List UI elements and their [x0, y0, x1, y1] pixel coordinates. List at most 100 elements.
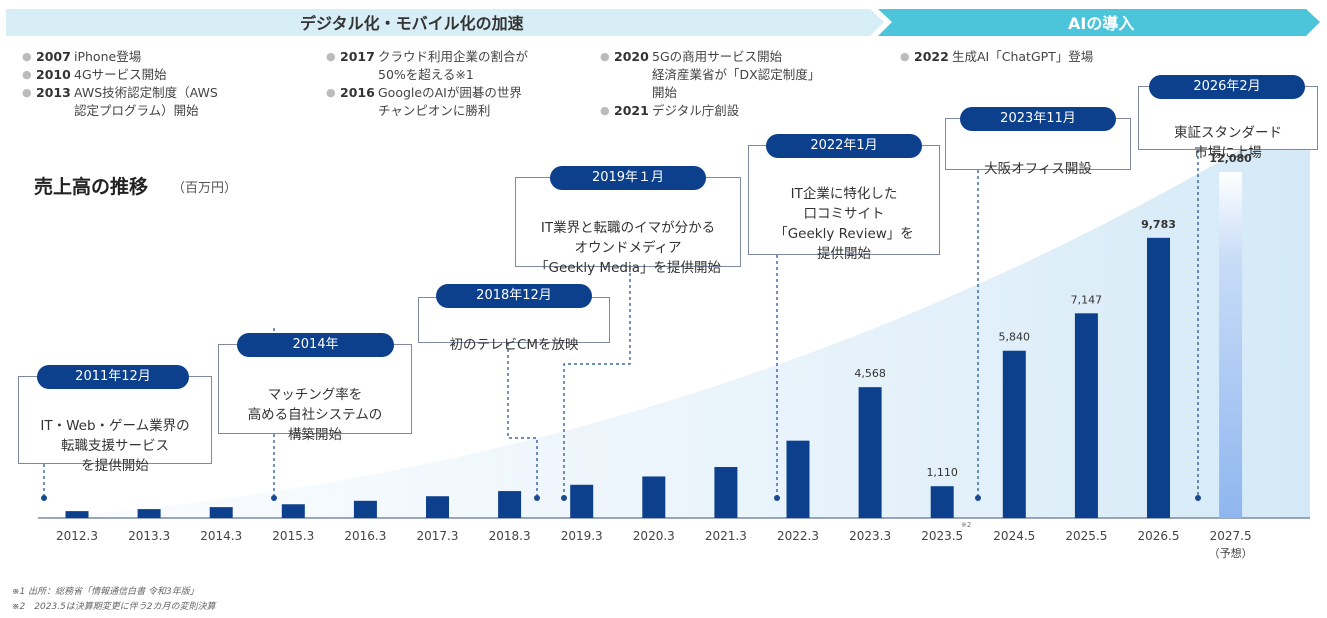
history-text: iPhone登場 — [74, 49, 142, 64]
x-tick-label: 2023.3 — [849, 529, 891, 543]
banner-right — [878, 9, 1320, 36]
x-tick-label: 2015.3 — [272, 529, 314, 543]
history-item: ● 2022 生成AI「ChatGPT」登場 — [900, 48, 1093, 66]
leader-line — [563, 267, 631, 498]
bar-2013.3 — [137, 509, 161, 518]
leader-dot — [975, 495, 981, 501]
x-tick-label: 2016.3 — [344, 529, 386, 543]
bar-2019.3 — [570, 484, 594, 518]
history-text: クラウド利用企業の割合が 50%を超える※1 — [378, 49, 529, 82]
callout-date-2014: 2014年 — [237, 333, 394, 357]
history-year: 2022 — [914, 49, 949, 64]
bullet-icon: ● — [600, 104, 610, 117]
leader-dot — [41, 495, 47, 501]
callout-date-2022: 2022年1月 — [766, 134, 922, 158]
banner-left-label: デジタル化・モバイル化の加速 — [300, 14, 524, 33]
footnote-2: ※2 2023.5は決算期変更に伴う2カ月の変則決算 — [12, 602, 216, 612]
callout-text: IT・Web・ゲーム業界の 転職支援サービス を提供開始 — [40, 418, 190, 474]
x-tick-label: 2026.5 — [1138, 529, 1180, 543]
leader-dot — [774, 495, 780, 501]
x-tick-note: （予想） — [1209, 546, 1253, 560]
value-label: 9,783 — [1141, 218, 1176, 231]
bar-2016.3 — [353, 500, 377, 518]
bar-2025.5 — [1074, 313, 1098, 518]
history-item: ● 2016 GoogleのAIが囲碁の世界 チャンピオンに勝利 — [326, 84, 528, 120]
history-item: ● 2020 5Gの商用サービス開始 経済産業省が「DX認定制度」 開始 — [600, 48, 820, 102]
x-tick-label: 2024.5 — [993, 529, 1035, 543]
banner-left — [6, 9, 884, 36]
callout-date-2026: 2026年2月 — [1149, 75, 1305, 99]
value-label: 7,147 — [1071, 293, 1103, 306]
x-tick-label: 2023.5 — [921, 529, 963, 543]
bullet-icon: ● — [900, 50, 910, 63]
history-year: 2016 — [340, 85, 375, 100]
history-item: ● 2007 iPhone登場 — [22, 48, 218, 66]
history-text: 生成AI「ChatGPT」登場 — [952, 49, 1094, 64]
leader-line — [507, 343, 538, 498]
callout-2022: IT企業に特化した 口コミサイト 「Geekly Review」を 提供開始 — [748, 145, 940, 262]
callout-date-2019: 2019年１月 — [550, 166, 706, 190]
x-tick-label: 2013.3 — [128, 529, 170, 543]
callout-text: IT企業に特化した 口コミサイト 「Geekly Review」を 提供開始 — [774, 186, 914, 262]
bar-2012.3 — [65, 511, 89, 518]
x-tick-label: 2017.3 — [417, 529, 459, 543]
x-tick-label: 2018.3 — [489, 529, 531, 543]
history-year: 2017 — [340, 49, 375, 64]
bar-2014.3 — [209, 507, 233, 518]
callout-2019: IT業界と転職のイマが分かる オウンドメディア 「Geekly Media」を提… — [515, 177, 741, 276]
callout-text: 初のテレビCMを放映 — [449, 337, 579, 353]
bar-2024.5 — [1002, 350, 1026, 518]
leader-dot — [271, 495, 277, 501]
history-col-3: ● 2020 5Gの商用サービス開始 経済産業省が「DX認定制度」 開始 ● 2021… — [600, 48, 820, 120]
history-text: GoogleのAIが囲碁の世界 チャンピオンに勝利 — [378, 85, 522, 118]
history-year: 2021 — [614, 103, 649, 118]
x-tick-label: 2014.3 — [200, 529, 242, 543]
x-tick-note: ※2 — [961, 521, 971, 529]
history-item: ● 2017 クラウド利用企業の割合が 50%を超える※1 — [326, 48, 528, 84]
chart-unit: （百万円） — [172, 181, 238, 196]
value-label: 4,568 — [854, 367, 886, 380]
bullet-icon: ● — [326, 86, 336, 99]
history-text: 4Gサービス開始 — [74, 67, 167, 82]
bullet-icon: ● — [326, 50, 336, 63]
history-year: 2010 — [36, 67, 71, 82]
leader-dot — [561, 495, 567, 501]
history-col-2: ● 2017 クラウド利用企業の割合が 50%を超える※1 ● 2016 Googleの… — [326, 48, 528, 120]
history-text: AWS技術認定制度（AWS 認定プログラム）開始 — [74, 85, 218, 118]
leader-dot — [534, 495, 540, 501]
x-tick-label: 2027.5 — [1210, 529, 1252, 543]
bar-2017.3 — [426, 496, 449, 518]
bar-2015.3 — [281, 504, 305, 518]
value-label: 5,840 — [999, 331, 1031, 344]
bullet-icon: ● — [600, 50, 610, 63]
x-tick-label: 2020.3 — [633, 529, 675, 543]
history-text: デジタル庁創設 — [652, 103, 740, 118]
bar-2023.5 — [930, 486, 954, 518]
bullet-icon: ● — [22, 50, 32, 63]
bar-2022.3 — [786, 440, 810, 518]
x-tick-label: 2012.3 — [56, 529, 98, 543]
callout-date-2023: 2023年11月 — [960, 107, 1116, 131]
callout-text: 大阪オフィス開設 — [984, 161, 1092, 177]
history-text: 5Gの商用サービス開始 経済産業省が「DX認定制度」 開始 — [652, 49, 821, 100]
x-tick-label: 2021.3 — [705, 529, 747, 543]
history-year: 2020 — [614, 49, 649, 64]
banner-right-label: AIの導入 — [1068, 14, 1135, 33]
history-item: ● 2013 AWS技術認定制度（AWS 認定プログラム）開始 — [22, 84, 218, 120]
history-item: ● 2010 4Gサービス開始 — [22, 66, 218, 84]
value-label: 1,110 — [926, 466, 958, 479]
bar-2027.5 — [1219, 172, 1243, 518]
callout-2014: マッチング率を 高める自社システムの 構築開始 — [218, 344, 412, 443]
bar-2023.3 — [858, 387, 882, 518]
callout-2011: IT・Web・ゲーム業界の 転職支援サービス を提供開始 — [18, 376, 212, 474]
callout-text: IT業界と転職のイマが分かる オウンドメディア 「Geekly Media」を提… — [535, 220, 721, 276]
x-tick-label: 2025.5 — [1065, 529, 1107, 543]
x-tick-label: 2022.3 — [777, 529, 819, 543]
x-tick-label: 2019.3 — [561, 529, 603, 543]
callout-text: マッチング率を 高める自社システムの 構築開始 — [247, 387, 383, 443]
footnote-1: ※1 出所：総務省「情報通信白書 令和3年版」 — [12, 587, 199, 597]
callout-text: 東証スタンダード 市場に上場 — [1174, 125, 1282, 161]
growth-area — [40, 120, 1310, 518]
